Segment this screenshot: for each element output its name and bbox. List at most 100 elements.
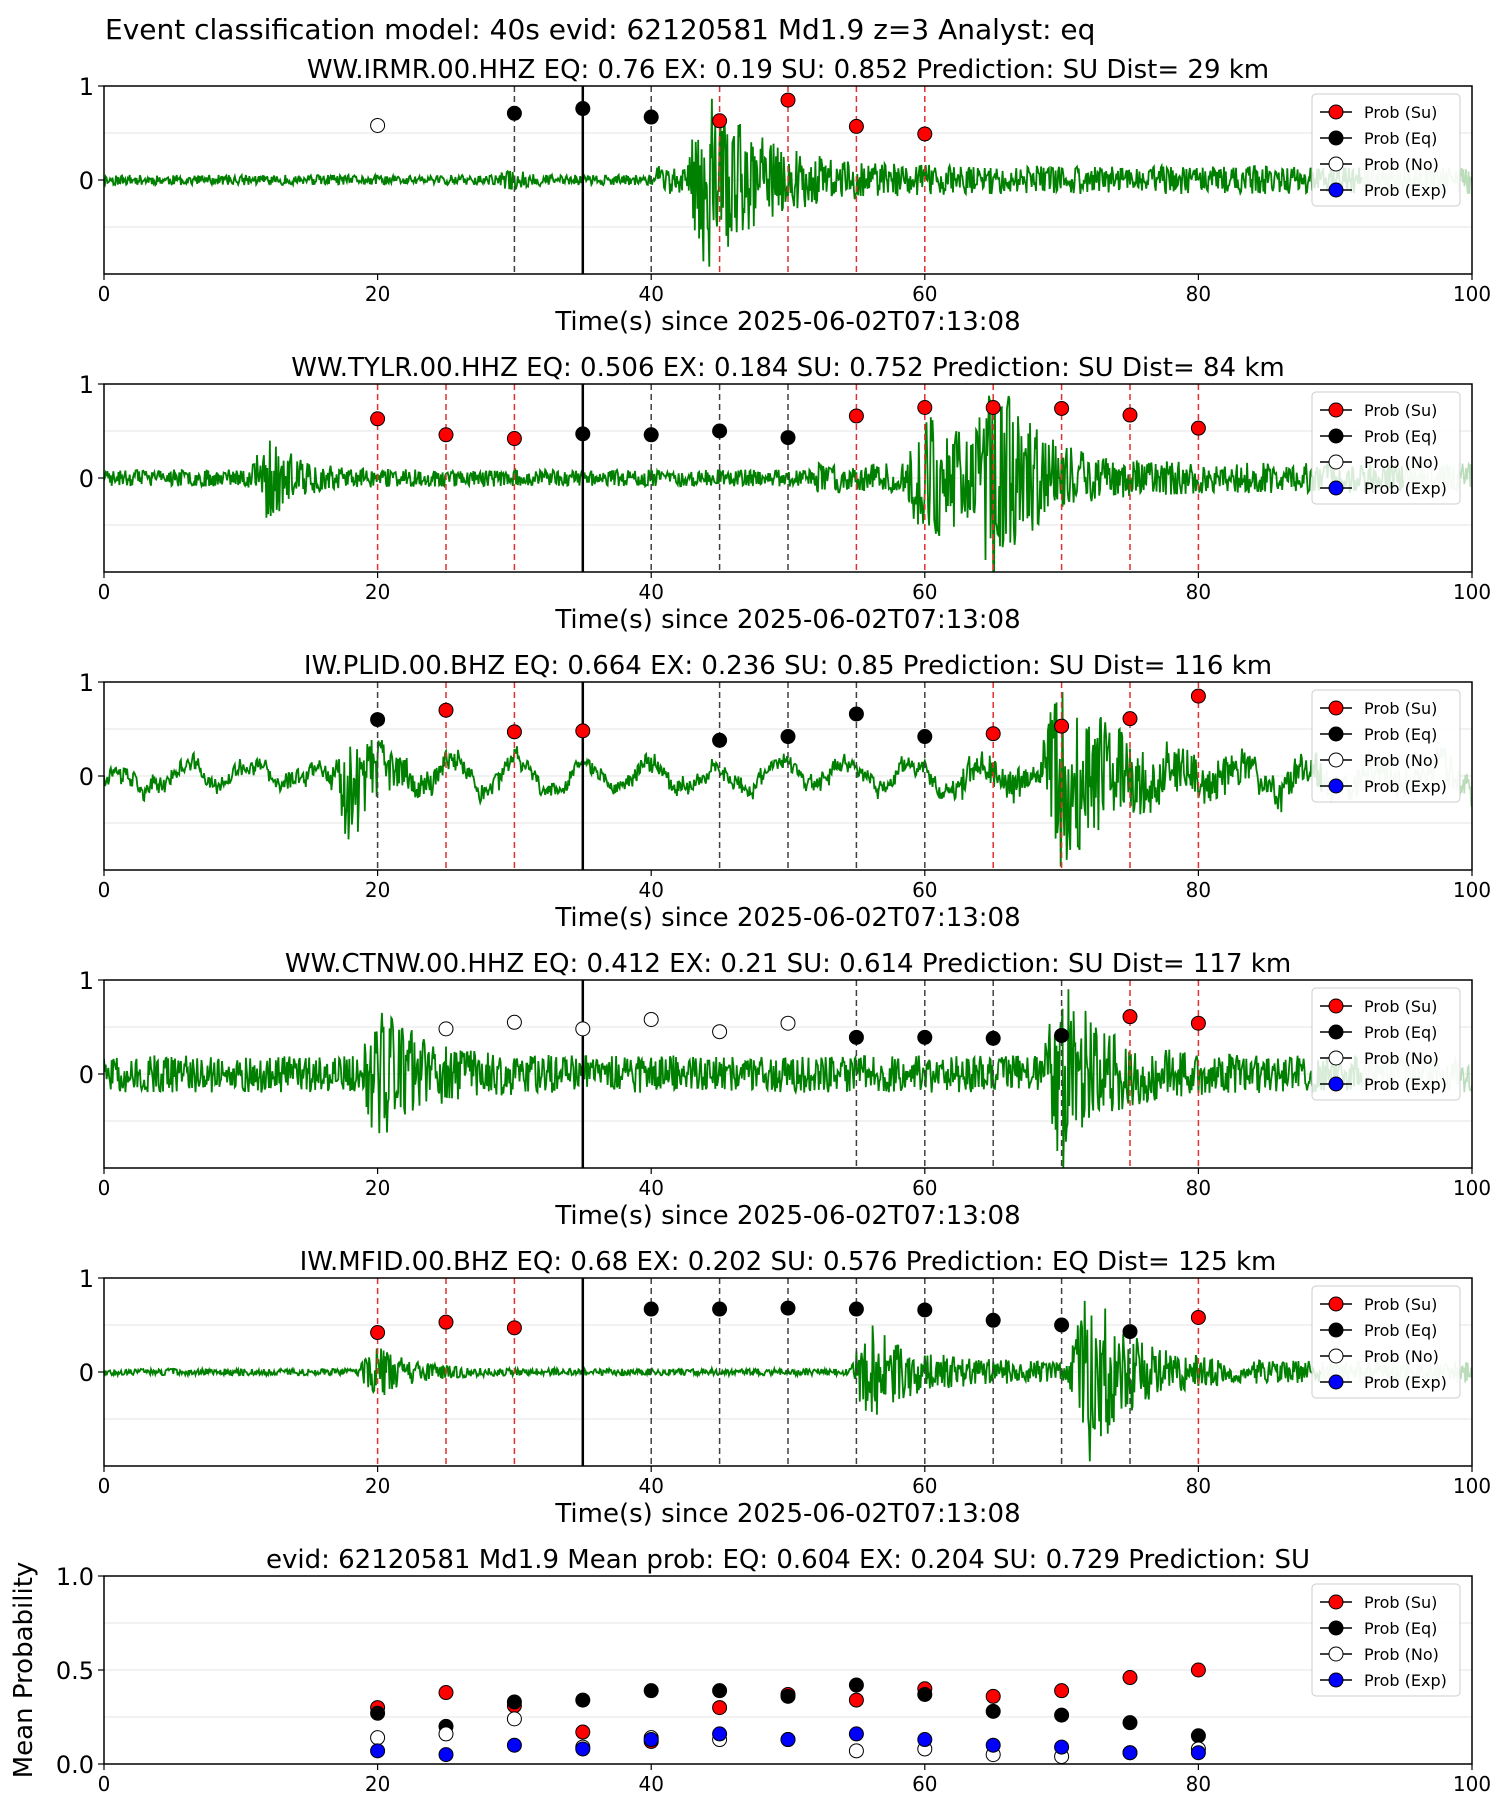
legend-marker-su [1328, 402, 1344, 418]
prob-point-eq [575, 426, 591, 442]
legend: Prob (Su) Prob (Eq) Prob (No) Prob (Exp) [1311, 93, 1461, 207]
y-tick-label: 1 [79, 669, 94, 697]
x-tick-label: 80 [1186, 1772, 1211, 1796]
legend: Prob (Su) Prob (Eq) Prob (No) Prob (Exp) [1311, 1285, 1461, 1399]
prob-point-eq [643, 109, 659, 125]
x-tick-label: 80 [1186, 1176, 1211, 1200]
mean-point-exp [848, 1726, 864, 1742]
plot-area [104, 384, 1472, 572]
panel-5: IW.MFID.00.BHZ EQ: 0.68 EX: 0.202 SU: 0.… [79, 1247, 1491, 1529]
legend-box [1311, 689, 1461, 803]
prob-point-su [1190, 1309, 1206, 1325]
legend-marker-su [1328, 700, 1344, 716]
x-tick-label: 60 [912, 282, 937, 306]
x-axis-label: Time(s) since 2025-06-02T07:13:08 [554, 1499, 1020, 1529]
prob-point-su [848, 118, 864, 134]
legend-marker-exp [1328, 182, 1344, 198]
x-tick-label: 0 [98, 282, 111, 306]
x-tick-label: 60 [912, 1772, 937, 1796]
prob-point-eq [1054, 1317, 1070, 1333]
y-tick-label: 1 [79, 73, 94, 101]
mean-point-exp [1054, 1739, 1070, 1755]
prob-point-su [370, 1325, 386, 1341]
panel-title: evid: 62120581 Md1.9 Mean prob: EQ: 0.60… [266, 1545, 1310, 1575]
prob-point-eq [575, 101, 591, 117]
mean-point-eq [712, 1683, 728, 1699]
prob-point-su [1190, 688, 1206, 704]
prob-point-su [438, 1314, 454, 1330]
panel-2: WW.TYLR.00.HHZ EQ: 0.506 EX: 0.184 SU: 0… [79, 353, 1491, 635]
prob-point-su [506, 431, 522, 447]
legend-label-eq: Prob (Eq) [1364, 1321, 1437, 1340]
panel-title: WW.IRMR.00.HHZ EQ: 0.76 EX: 0.19 SU: 0.8… [307, 55, 1269, 85]
x-tick-label: 100 [1453, 580, 1491, 604]
prob-point-su [917, 126, 933, 142]
prob-point-no [438, 1021, 454, 1037]
prob-point-su [1122, 711, 1138, 727]
y-tick-label: 0.0 [56, 1751, 94, 1779]
legend-label-eq: Prob (Eq) [1364, 129, 1437, 148]
x-tick-label: 40 [638, 1772, 663, 1796]
prob-point-no [643, 1011, 659, 1027]
prob-point-su [1190, 1015, 1206, 1031]
mean-point-eq [1122, 1715, 1138, 1731]
legend-label-eq: Prob (Eq) [1364, 725, 1437, 744]
legend-marker-eq [1328, 1024, 1344, 1040]
prob-point-su [917, 400, 933, 415]
legend-label-su: Prob (Su) [1364, 103, 1437, 122]
x-tick-label: 0 [98, 878, 111, 902]
legend-marker-eq [1328, 428, 1344, 444]
x-tick-label: 100 [1453, 1176, 1491, 1200]
mean-point-eq [917, 1686, 933, 1702]
panel-3: IW.PLID.00.BHZ EQ: 0.664 EX: 0.236 SU: 0… [79, 651, 1491, 933]
legend-box [1311, 1285, 1461, 1399]
panel-title: IW.MFID.00.BHZ EQ: 0.68 EX: 0.202 SU: 0.… [300, 1247, 1277, 1277]
y-tick-label: 1 [79, 1265, 94, 1293]
y-tick-label: 0 [79, 1061, 94, 1089]
x-tick-label: 20 [365, 580, 390, 604]
legend-marker-eq [1328, 1620, 1344, 1636]
mean-point-su [985, 1688, 1001, 1704]
legend: Prob (Su) Prob (Eq) Prob (No) Prob (Exp) [1311, 391, 1461, 505]
legend-marker-eq [1328, 726, 1344, 742]
mean-point-eq [370, 1705, 386, 1721]
prob-point-eq [506, 105, 522, 121]
x-tick-label: 0 [98, 580, 111, 604]
legend-box [1311, 1583, 1461, 1697]
panel-title: WW.TYLR.00.HHZ EQ: 0.506 EX: 0.184 SU: 0… [291, 353, 1284, 383]
y-tick-label: 1.0 [56, 1563, 94, 1591]
prob-point-eq [780, 1300, 796, 1316]
x-tick-label: 60 [912, 580, 937, 604]
legend-marker-exp [1328, 778, 1344, 794]
x-tick-label: 20 [365, 1176, 390, 1200]
prob-point-su [848, 408, 864, 424]
legend-marker-exp [1328, 1672, 1344, 1688]
x-tick-label: 100 [1453, 1474, 1491, 1498]
y-tick-label: 0 [79, 167, 94, 195]
legend-label-no: Prob (No) [1364, 155, 1439, 174]
legend-box [1311, 391, 1461, 505]
panel-4: WW.CTNW.00.HHZ EQ: 0.412 EX: 0.21 SU: 0.… [79, 949, 1491, 1231]
x-tick-label: 20 [365, 1772, 390, 1796]
legend-label-no: Prob (No) [1364, 751, 1439, 770]
waveform-trace [104, 989, 1364, 1168]
figure-title: Event classification model: 40s evid: 62… [105, 13, 1095, 46]
x-tick-label: 0 [98, 1176, 111, 1200]
prob-point-su [438, 427, 454, 443]
y-tick-label: 1 [79, 967, 94, 995]
prob-point-eq [848, 1029, 864, 1045]
prob-point-no [506, 1014, 522, 1030]
prob-point-su [1054, 718, 1070, 734]
legend-marker-no [1328, 156, 1344, 172]
x-axis-label: Time(s) since 2025-06-02T07:13:08 [554, 903, 1020, 933]
legend-box [1311, 93, 1461, 207]
prob-point-eq [712, 423, 728, 439]
legend-label-su: Prob (Su) [1364, 1295, 1437, 1314]
mean-point-eq [985, 1703, 1001, 1719]
prob-point-no [575, 1021, 591, 1037]
prob-point-su [1054, 400, 1070, 416]
waveform-trace [104, 691, 1323, 867]
prob-point-su [1190, 420, 1206, 436]
mean-point-eq [643, 1683, 659, 1699]
mean-point-exp [780, 1732, 796, 1748]
